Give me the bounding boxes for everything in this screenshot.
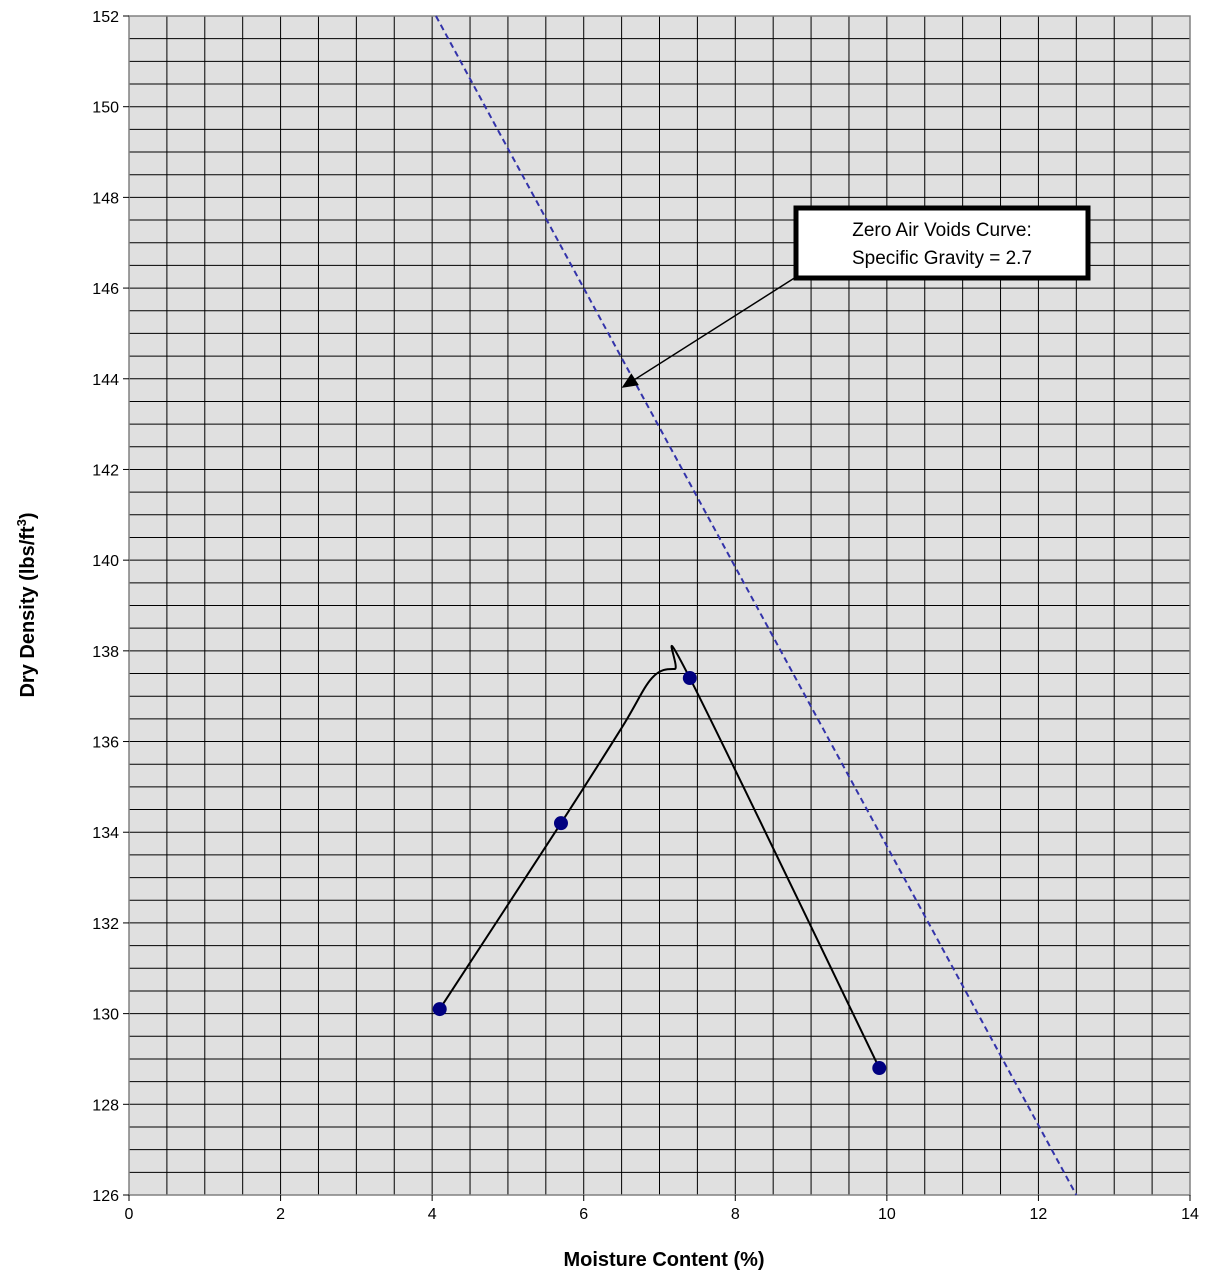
y-tick-label: 148 <box>92 190 119 207</box>
y-tick-labels: 126 128 130 132 134 136 138 140 142 144 146 148 150 1… <box>92 9 129 1205</box>
plot-border <box>128 15 1191 1196</box>
zav-annotation: Zero Air Voids Curve: Specific Gravity =… <box>621 205 1091 388</box>
y-tick-label: 144 <box>92 372 119 389</box>
y-tick-label: 140 <box>92 553 119 570</box>
zav-curve-line <box>435 15 1078 1196</box>
y-tick-label: 146 <box>92 281 119 298</box>
x-tick-label: 10 <box>878 1206 896 1223</box>
data-point <box>872 1061 887 1076</box>
y-tick-label: 138 <box>92 644 119 661</box>
y-tick-label: 136 <box>92 735 119 752</box>
annotation-arrowhead <box>621 373 639 388</box>
y-tick-label: 142 <box>92 462 119 479</box>
x-tick-label: 0 <box>125 1206 134 1223</box>
data-point <box>432 1002 447 1017</box>
x-tick-label: 2 <box>276 1206 285 1223</box>
x-tick-label: 4 <box>428 1206 437 1223</box>
y-tick-label: 152 <box>92 9 119 26</box>
y-axis-title: Dry Density (lbs/ft3) <box>14 512 39 697</box>
x-tick-label: 8 <box>731 1206 740 1223</box>
x-axis-title: Moisture Content (%) <box>563 1249 764 1271</box>
annotation-box <box>793 205 1091 281</box>
annotation-line-1: Zero Air Voids Curve: <box>852 220 1032 241</box>
y-tick-label: 126 <box>92 1188 119 1205</box>
y-axis-title-superscript: 3 <box>14 519 29 526</box>
series-layer <box>432 15 1078 1196</box>
annotation-arrow <box>634 276 797 380</box>
y-tick-label: 130 <box>92 1007 119 1024</box>
minor-grid <box>128 15 1191 1196</box>
x-tick-label: 14 <box>1181 1206 1199 1223</box>
x-tick-labels: 0 2 4 6 8 10 12 14 <box>125 1195 1199 1223</box>
y-tick-label: 132 <box>92 916 119 933</box>
y-axis-title-suffix: ) <box>17 512 39 519</box>
y-axis-title-main: Dry Density (lbs/ft <box>17 526 39 697</box>
y-tick-label: 150 <box>92 100 119 117</box>
compaction-curve <box>438 645 881 1069</box>
data-point <box>553 816 568 831</box>
y-tick-label: 128 <box>92 1097 119 1114</box>
x-tick-label: 12 <box>1030 1206 1048 1223</box>
annotation-line-2: Specific Gravity = 2.7 <box>852 248 1032 269</box>
data-point <box>682 671 697 686</box>
x-tick-label: 6 <box>579 1206 588 1223</box>
y-tick-label: 134 <box>92 825 119 842</box>
